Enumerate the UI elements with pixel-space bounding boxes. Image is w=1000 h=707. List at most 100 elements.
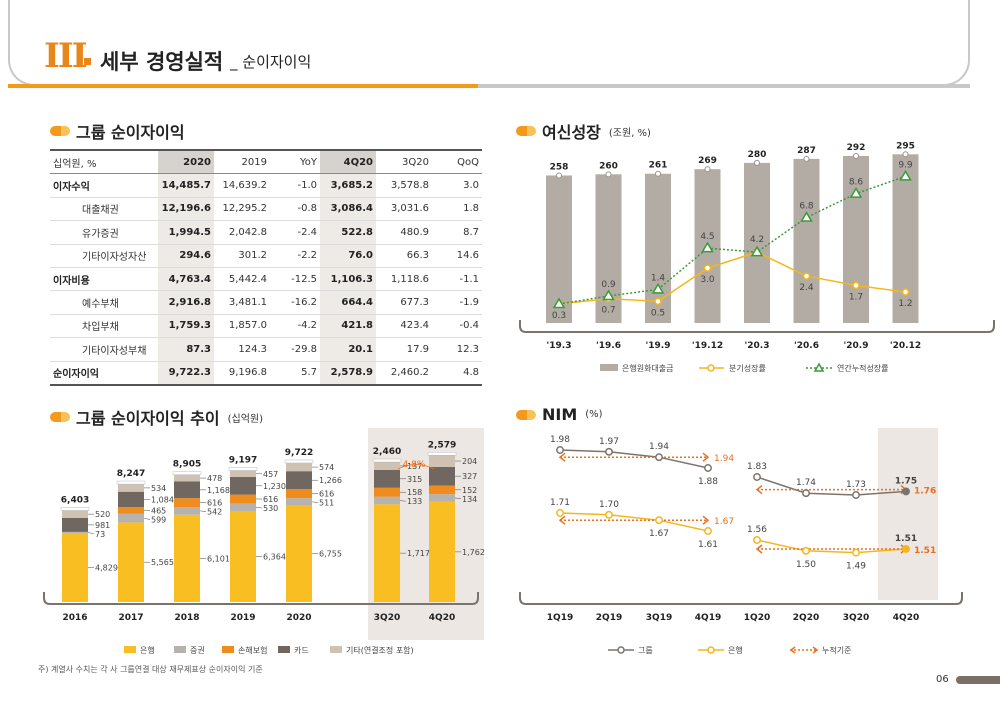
table-header-cell: 2019 [214,149,270,175]
data-point [556,446,564,454]
bar-top-marker [754,159,760,166]
data-value-label: 1.71 [550,498,570,508]
data-point [902,487,910,496]
table-cell: 20.1 [320,337,376,362]
table-cell: 3,086.4 [320,197,376,222]
table-cell: 5,442.4 [214,267,270,292]
segment-value-label: 6,101 [207,554,230,563]
legend-label: 연간누적성장률 [837,363,889,373]
data-value-label: 1.51 [895,534,917,544]
bar-value-label: 269 [698,156,717,166]
bar-cap [284,459,314,464]
bar-value-label: 260 [599,161,618,171]
x-tick-label: '20.3 [745,341,770,351]
cumulative-arrow-left [755,544,763,554]
label-quarterly: 0.5 [651,308,665,318]
cumulative-arrow-right [702,452,710,462]
segment-value-label: 6,755 [319,550,342,559]
segment-value-label: 327 [462,472,477,481]
table-cell: -0.8 [270,197,320,222]
point-quarterly [901,288,910,296]
table-cell: 2,460.2 [376,361,432,386]
table-row-label: 기타이자성부채 [50,337,158,362]
legend-label: 그룹 [638,646,653,655]
stack-segment-0 [429,501,455,602]
table-cell: 1,106.3 [320,267,376,292]
series-line-cumulative [558,175,906,305]
table-cell: 4,763.4 [158,267,214,292]
x-tick-label: 3Q20 [374,613,400,623]
x-tick-label: '20.9 [844,341,869,351]
table-cell: 8.7 [432,220,482,245]
table-cell: 1,118.6 [376,267,432,292]
legend-label: 은행 [728,645,743,655]
legend-marker [812,646,819,654]
bar-top-marker [902,151,909,158]
cumulative-label: 1.94 [714,454,734,464]
table-row-label: 유가증권 [50,220,158,245]
page-title: 세부 경영실적 [100,50,224,74]
series-line-group [559,449,709,469]
table-row: 대출채권 12,196.6 12,295.2 -0.8 3,086.4 3,031.6 1.… [50,197,482,222]
table-cell: 87.3 [158,337,214,362]
segment-value-label: 511 [319,499,334,508]
bar-top-marker [605,171,612,178]
stack-segment-3 [174,481,200,499]
table-row: 이자비용 4,763.4 5,442.4 -12.5 1,106.3 1,118.6 -1.… [50,267,482,292]
data-point [605,447,613,456]
segment-value-label: 5,565 [151,558,174,567]
legend-label: 손해보험 [238,645,267,655]
bar-top-marker [803,155,810,162]
stack-segment-3 [374,469,400,488]
x-axis-line [519,320,995,333]
legend-label: 은행원화대출금 [622,363,674,373]
stack-segment-4 [374,462,400,470]
data-point [655,453,663,462]
table-row: 예수부채 2,916.8 3,481.1 -16.2 664.4 677.3 -1.9 [50,290,482,315]
x-tick-label: 2016 [62,613,87,623]
point-cumulative [899,169,912,181]
x-tick-label: '19.9 [646,341,671,351]
label-quarterly: 1.2 [898,299,912,309]
legend-label: 카드 [294,646,309,655]
stack-segment-4 [286,462,312,472]
segment-value-label: 73 [95,530,105,539]
table-cell: -1.1 [432,267,482,292]
stack-segment-0 [118,522,144,602]
table-row: 유가증권 1,994.5 2,042.8 -2.4 522.8 480.9 8.7 [50,220,482,245]
section-header-nim: NIM (%) [516,405,603,424]
leader-line [255,506,263,509]
stack-segment-2 [429,485,455,495]
stack-segment-1 [374,496,400,505]
segment-value-label: 1,717 [407,549,430,558]
bar-total-label: 8,905 [173,460,201,470]
legend-marker [813,362,825,372]
point-cumulative [552,297,566,309]
bar-value-label: 292 [847,143,866,153]
x-tick-label: 1Q19 [547,613,573,623]
page-subtitle: _ 순이자이익 [230,53,312,71]
stack-segment-3 [118,491,144,508]
stack-segment-0 [286,505,312,602]
section-header-group-nii: 그룹 순이자이익 [50,119,185,143]
x-tick-label: 2018 [174,613,199,623]
point-quarterly [802,272,811,280]
label-cumulative: 6.8 [799,202,814,212]
label-cumulative: 0.9 [601,280,616,290]
data-point [704,527,712,535]
data-point [753,536,761,544]
segment-value-label: 542 [207,508,222,517]
section-number: III [44,36,88,76]
cumulative-label: 1.76 [914,487,936,497]
header-divider-line [478,84,970,88]
table-cell: 2,042.8 [214,220,270,245]
segment-value-label: 574 [319,463,334,472]
x-tick-label: 2019 [230,613,255,623]
table-header-cell: YoY [270,149,320,175]
legend-swatch [222,646,234,653]
table-cell: 423.4 [376,314,432,339]
segment-value-label: 981 [95,521,110,530]
legend-marker [789,646,796,654]
stack-segment-4 [118,484,144,492]
nim-chart: 1.94 1.76 1.67 1.51 1.98 1.97 1.94 1.88 1.83 1.74… [519,428,963,655]
